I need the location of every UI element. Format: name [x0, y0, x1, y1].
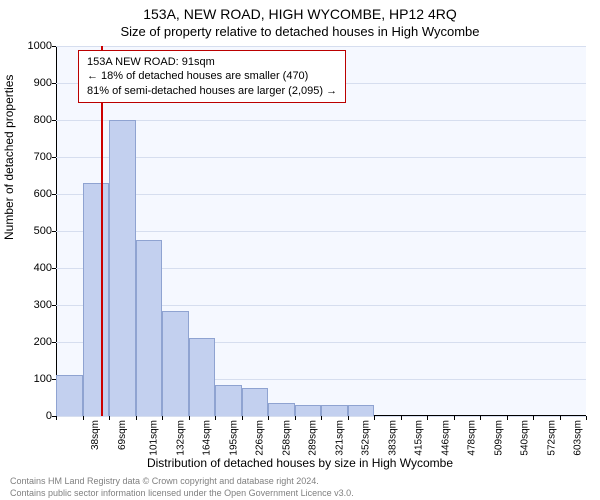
histogram-bar — [56, 375, 83, 416]
footer-line-2: Contains public sector information licen… — [10, 488, 354, 498]
histogram-bar — [162, 311, 189, 416]
y-tick-label: 300 — [34, 299, 56, 311]
y-tick-label: 600 — [34, 188, 56, 200]
x-tick-label: 226sqm — [255, 420, 266, 456]
x-tick-label: 383sqm — [387, 420, 398, 456]
x-tick-mark — [83, 416, 84, 420]
x-tick-mark — [348, 416, 349, 420]
x-tick-mark — [427, 416, 428, 420]
histogram-bar — [109, 120, 136, 416]
title-main: 153A, NEW ROAD, HIGH WYCOMBE, HP12 4RQ — [0, 6, 600, 22]
x-tick-label: 289sqm — [308, 420, 319, 456]
x-tick-mark — [56, 416, 57, 420]
x-tick-label: 321sqm — [334, 420, 345, 456]
x-tick-label: 478sqm — [467, 420, 478, 456]
y-tick-label: 200 — [34, 336, 56, 348]
x-tick-mark — [507, 416, 508, 420]
histogram-bar — [215, 385, 242, 416]
info-line-1: 153A NEW ROAD: 91sqm — [87, 55, 337, 69]
x-tick-mark — [268, 416, 269, 420]
footer-line-1: Contains HM Land Registry data © Crown c… — [10, 476, 319, 486]
x-axis-label: Distribution of detached houses by size … — [0, 456, 600, 470]
plot-area: 0100200300400500600700800900100038sqm69s… — [56, 46, 586, 416]
histogram-bar — [136, 240, 163, 416]
x-tick-label: 352sqm — [361, 420, 372, 456]
histogram-bar — [348, 405, 375, 416]
grid-line — [56, 120, 586, 121]
x-tick-label: 101sqm — [149, 420, 160, 456]
x-tick-label: 132sqm — [175, 420, 186, 456]
histogram-bar — [268, 403, 295, 416]
x-tick-mark — [401, 416, 402, 420]
grid-line — [56, 231, 586, 232]
x-tick-mark — [295, 416, 296, 420]
grid-line — [56, 46, 586, 47]
x-tick-mark — [189, 416, 190, 420]
x-tick-label: 415sqm — [414, 420, 425, 456]
histogram-bar — [189, 338, 216, 416]
grid-line — [56, 157, 586, 158]
info-line-2: ← 18% of detached houses are smaller (47… — [87, 69, 337, 83]
x-tick-mark — [586, 416, 587, 420]
x-tick-mark — [215, 416, 216, 420]
info-box: 153A NEW ROAD: 91sqm ← 18% of detached h… — [78, 50, 346, 103]
x-tick-mark — [480, 416, 481, 420]
histogram-bar — [321, 405, 348, 416]
y-tick-label: 900 — [34, 77, 56, 89]
x-tick-mark — [454, 416, 455, 420]
x-tick-mark — [162, 416, 163, 420]
x-tick-label: 603sqm — [573, 420, 584, 456]
histogram-bar — [83, 183, 110, 416]
x-tick-label: 38sqm — [90, 420, 101, 450]
histogram-bar — [295, 405, 322, 416]
x-tick-label: 540sqm — [520, 420, 531, 456]
x-tick-label: 446sqm — [440, 420, 451, 456]
y-tick-label: 0 — [46, 410, 56, 422]
x-tick-mark — [109, 416, 110, 420]
y-tick-label: 400 — [34, 262, 56, 274]
x-tick-mark — [374, 416, 375, 420]
y-axis-label: Number of detached properties — [2, 75, 16, 240]
x-tick-mark — [321, 416, 322, 420]
x-tick-mark — [533, 416, 534, 420]
y-tick-label: 500 — [34, 225, 56, 237]
grid-line — [56, 194, 586, 195]
histogram-bar — [242, 388, 269, 416]
y-tick-label: 100 — [34, 373, 56, 385]
x-tick-label: 69sqm — [117, 420, 128, 450]
x-tick-label: 195sqm — [228, 420, 239, 456]
y-tick-label: 1000 — [28, 40, 56, 52]
x-tick-mark — [242, 416, 243, 420]
x-tick-mark — [560, 416, 561, 420]
info-line-3: 81% of semi-detached houses are larger (… — [87, 84, 337, 98]
x-tick-label: 509sqm — [493, 420, 504, 456]
title-sub: Size of property relative to detached ho… — [0, 24, 600, 39]
y-tick-label: 800 — [34, 114, 56, 126]
x-tick-label: 572sqm — [546, 420, 557, 456]
x-tick-mark — [136, 416, 137, 420]
chart-container: 153A, NEW ROAD, HIGH WYCOMBE, HP12 4RQ S… — [0, 0, 600, 500]
x-tick-label: 258sqm — [281, 420, 292, 456]
x-tick-label: 164sqm — [202, 420, 213, 456]
y-tick-label: 700 — [34, 151, 56, 163]
